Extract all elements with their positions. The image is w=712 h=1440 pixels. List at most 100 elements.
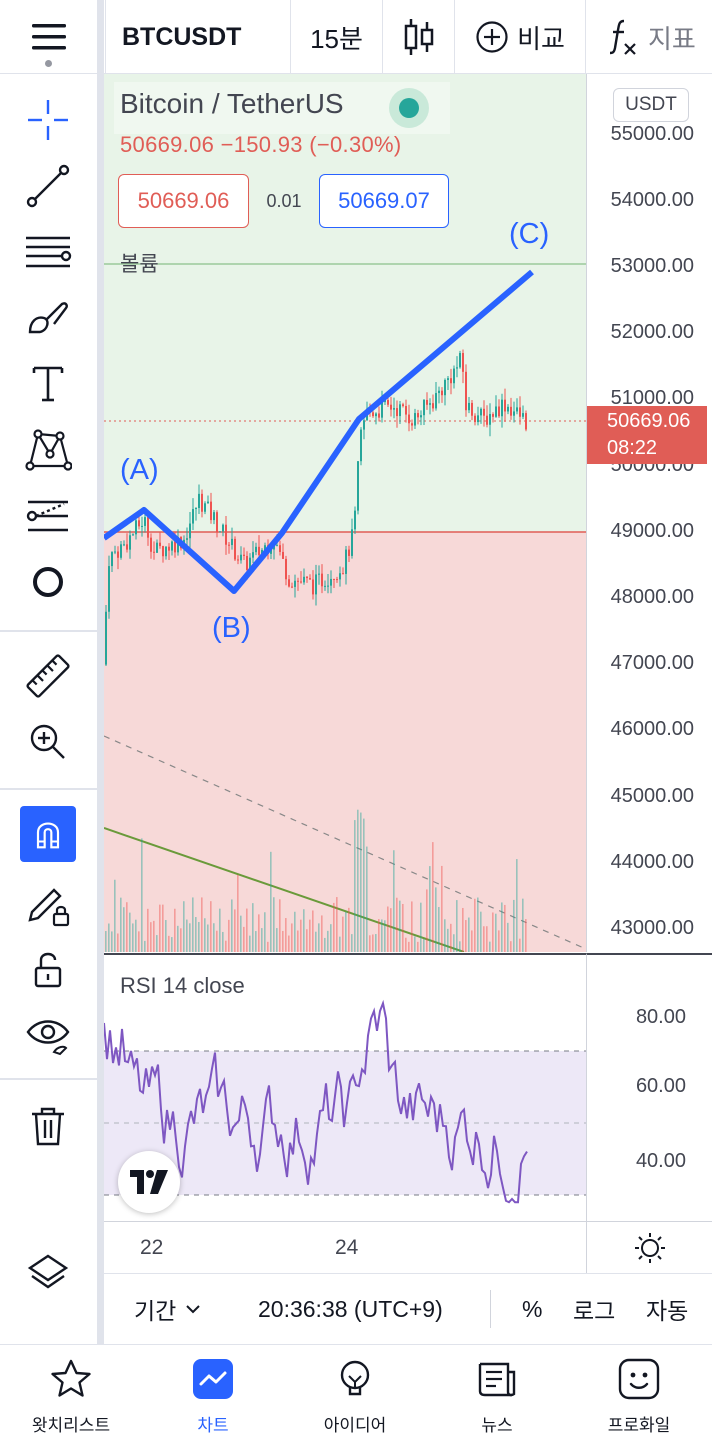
volume-bar bbox=[231, 899, 233, 952]
delete-tool[interactable] bbox=[18, 1096, 78, 1156]
candle-body bbox=[252, 552, 254, 558]
volume-bar bbox=[276, 928, 278, 952]
indicators-button[interactable]: 지표 bbox=[585, 0, 712, 74]
trend-line-tool[interactable] bbox=[18, 156, 78, 216]
zoom-tool[interactable] bbox=[18, 712, 78, 772]
magnet-tool[interactable] bbox=[20, 806, 76, 862]
time-scale[interactable]: 22 24 bbox=[104, 1221, 586, 1273]
lightbulb-icon bbox=[340, 1360, 370, 1396]
volume-bar bbox=[162, 904, 164, 952]
symbol-button[interactable]: BTCUSDT bbox=[105, 0, 290, 74]
menu-button[interactable] bbox=[0, 0, 97, 74]
volume-bar bbox=[516, 859, 518, 952]
symbol-title: Bitcoin / TetherUS bbox=[120, 88, 344, 119]
crosshair-tool[interactable] bbox=[18, 90, 78, 150]
volume-bar bbox=[192, 897, 194, 952]
volume-bar bbox=[510, 941, 512, 952]
auto-toggle[interactable]: 자동 bbox=[646, 1298, 689, 1324]
tradingview-logo[interactable] bbox=[118, 1151, 180, 1213]
period-label: 기간 bbox=[134, 1298, 177, 1324]
chart-type-button[interactable] bbox=[382, 0, 454, 74]
toolbar-scrollbar[interactable] bbox=[97, 0, 104, 1344]
volume-bar bbox=[414, 936, 416, 952]
market-status-dot[interactable] bbox=[389, 88, 429, 128]
brush-tool[interactable] bbox=[18, 288, 78, 348]
candle-body bbox=[351, 529, 353, 556]
candle-body bbox=[507, 406, 509, 412]
timezone-button[interactable]: 20:36:38 (UTC+9) bbox=[258, 1295, 443, 1322]
hide-tool[interactable] bbox=[18, 1004, 78, 1064]
compare-button[interactable]: 비교 bbox=[454, 0, 585, 74]
candle-body bbox=[519, 407, 521, 417]
candle-body bbox=[123, 544, 125, 546]
candle-body bbox=[270, 549, 272, 554]
nav-profile[interactable]: 프로화일 bbox=[568, 1345, 710, 1440]
volume-bar bbox=[288, 935, 290, 952]
candle-body bbox=[426, 399, 428, 405]
pattern-tool[interactable] bbox=[18, 420, 78, 480]
price-chart[interactable]: Bitcoin / TetherUS 50669.06 −150.93 (−0.… bbox=[104, 74, 586, 952]
candle-body bbox=[150, 537, 152, 552]
object-tree-button[interactable] bbox=[18, 1244, 78, 1304]
loss-zone bbox=[104, 532, 586, 952]
circle-tool[interactable] bbox=[18, 552, 78, 612]
candle-body bbox=[525, 413, 527, 430]
candle-body bbox=[492, 414, 494, 417]
lock-all-tool[interactable] bbox=[18, 940, 78, 1000]
percent-toggle[interactable]: % bbox=[522, 1295, 543, 1322]
fib-tool[interactable] bbox=[18, 222, 78, 282]
buy-button[interactable]: 50669.07 bbox=[319, 174, 449, 228]
abc-wave-line[interactable] bbox=[104, 269, 534, 594]
volume-bar bbox=[285, 918, 287, 952]
toolbar-divider bbox=[0, 630, 97, 632]
nav-chart[interactable]: 차트 bbox=[142, 1345, 284, 1440]
interval-button[interactable]: 15분 bbox=[290, 0, 382, 74]
eye-icon bbox=[26, 1020, 70, 1056]
nav-ideas[interactable]: 아이디어 bbox=[284, 1345, 426, 1440]
candle-body bbox=[228, 544, 230, 546]
time-tick: 22 bbox=[140, 1236, 164, 1259]
candle-body bbox=[480, 408, 482, 416]
rsi-pane[interactable]: RSI 14 close bbox=[104, 953, 586, 1221]
candle-body bbox=[384, 400, 386, 403]
candle-body bbox=[261, 549, 263, 555]
nav-news[interactable]: 뉴스 bbox=[426, 1345, 568, 1440]
volume-bar bbox=[249, 935, 251, 952]
volume-bar bbox=[201, 897, 203, 952]
forecast-tool[interactable] bbox=[18, 486, 78, 546]
candle-body bbox=[444, 379, 446, 396]
measure-tool[interactable] bbox=[18, 646, 78, 706]
rsi-line bbox=[104, 999, 528, 1204]
rsi-scale[interactable]: 80.00 60.00 40.00 bbox=[586, 953, 712, 1221]
candle-body bbox=[477, 415, 479, 423]
volume-bar bbox=[243, 926, 245, 952]
lock-drawing-tool[interactable] bbox=[18, 876, 78, 936]
volume-bar bbox=[525, 919, 527, 952]
price-scale[interactable]: USDT 55000.00 54000.00 53000.00 52000.00… bbox=[586, 74, 712, 952]
volume-bars bbox=[105, 809, 527, 952]
log-toggle[interactable]: 로그 bbox=[573, 1298, 616, 1324]
candle-body bbox=[210, 501, 212, 521]
volume-bar bbox=[126, 902, 128, 952]
candle-body bbox=[165, 546, 167, 557]
text-tool[interactable] bbox=[18, 354, 78, 414]
candle-body bbox=[246, 555, 248, 570]
nav-watchlist[interactable]: 왓치리스트 bbox=[0, 1345, 142, 1440]
period-dropdown[interactable]: 기간 bbox=[134, 1274, 202, 1344]
currency-button[interactable]: USDT bbox=[613, 88, 689, 122]
candle-body bbox=[297, 580, 299, 582]
volume-bar bbox=[123, 907, 125, 952]
volume-bar bbox=[321, 915, 323, 952]
chart-settings-button[interactable] bbox=[586, 1221, 712, 1273]
volume-bar bbox=[330, 924, 332, 952]
volume-bar bbox=[108, 923, 110, 952]
drawing-toolbar bbox=[0, 60, 97, 1344]
nav-news-label: 뉴스 bbox=[481, 1416, 513, 1435]
volume-bar bbox=[363, 818, 365, 952]
candle-body bbox=[393, 408, 395, 410]
volume-bar bbox=[351, 934, 353, 952]
volume-bar bbox=[129, 912, 131, 952]
rsi-tick: 80.00 bbox=[635, 1006, 686, 1028]
volume-bar bbox=[309, 919, 311, 952]
sell-button[interactable]: 50669.06 bbox=[118, 174, 249, 228]
